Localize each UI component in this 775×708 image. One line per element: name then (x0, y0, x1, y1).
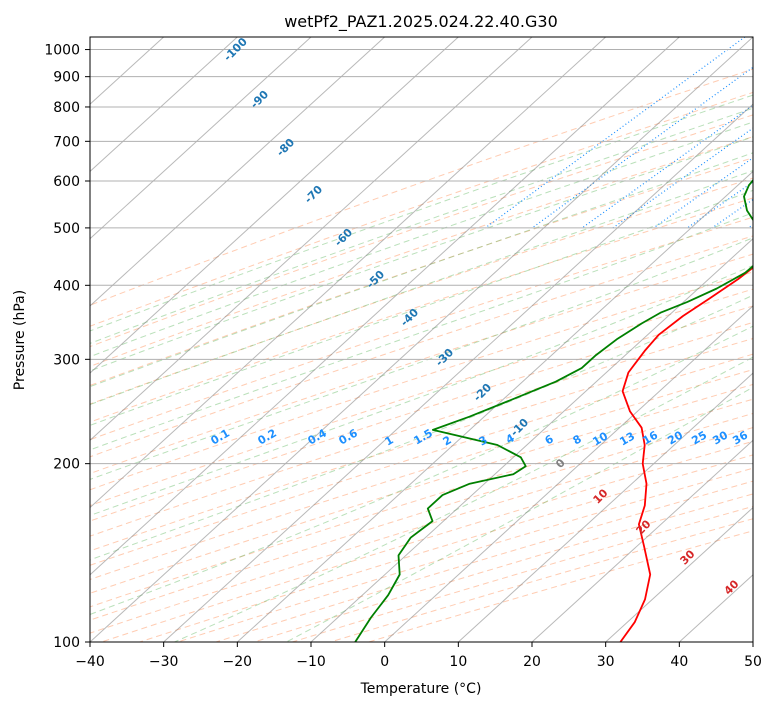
temperature-profile-line (619, 266, 753, 642)
x-tick-label: 50 (744, 654, 762, 670)
dry-adiabat-line (90, 216, 753, 441)
isotherm-line (90, 37, 312, 240)
x-tick-label: 40 (670, 654, 688, 670)
x-tick-label: 20 (523, 654, 541, 670)
y-tick-label: 1000 (44, 43, 80, 59)
y-tick-label: 800 (53, 100, 80, 116)
isotherm-line (457, 372, 753, 642)
x-tick-label: 0 (380, 654, 389, 670)
y-tick-label: 400 (53, 278, 80, 294)
y-tick-label: 700 (53, 134, 80, 150)
dry-adiabat-line (90, 114, 753, 348)
dry-adiabat-line (90, 369, 753, 580)
isotherm-line (236, 170, 753, 642)
dry-adiabat-line (90, 353, 753, 566)
x-tick-label: −40 (75, 654, 105, 670)
y-tick-label: 100 (53, 635, 80, 651)
isotherm-line (384, 305, 753, 642)
y-tick-label: 900 (53, 70, 80, 86)
isotherm-line (90, 37, 459, 374)
y-axis-label: Pressure (hPa) (12, 290, 28, 390)
chart-title: wetPf2_PAZ1.2025.024.22.40.G30 (284, 12, 558, 32)
isotherm-line (90, 37, 607, 509)
x-tick-label: 10 (449, 654, 467, 670)
y-tick-label: 200 (53, 457, 80, 473)
y-tick-label: 300 (53, 352, 80, 368)
dry-adiabat-line (90, 91, 753, 327)
dry-adiabat-line (90, 68, 753, 306)
moist-adiabat-line (90, 264, 753, 517)
x-axis: −40 −30 −20 −10 0 10 20 30 40 50 (75, 642, 762, 670)
moist-adiabat-line (90, 121, 753, 358)
mixing-ratio-line (531, 66, 753, 229)
moist-adiabat-line (90, 136, 753, 372)
isotherm-line (90, 37, 238, 173)
y-axis: 100 200 300 400 500 600 700 800 900 1000 (44, 43, 90, 651)
series-lines (354, 178, 753, 642)
moist-adiabat-line (90, 152, 753, 388)
dry-adiabat-line (90, 321, 753, 537)
isotherm-line (90, 37, 386, 307)
dry-adiabat-line (90, 177, 753, 405)
x-axis-label: Temperature (°C) (360, 681, 482, 697)
isotherm-line (90, 37, 680, 576)
x-tick-label: −30 (149, 654, 179, 670)
plot-frame (89, 36, 754, 643)
x-tick-label: −20 (223, 654, 253, 670)
x-tick-label: −10 (296, 654, 326, 670)
moist-adiabat-line (90, 294, 753, 561)
isotherm-line (163, 103, 753, 642)
y-tick-label: 500 (53, 221, 80, 237)
isotherm-line (310, 237, 753, 642)
isotherm-line (90, 37, 533, 442)
y-tick-label: 600 (53, 174, 80, 190)
moist-adiabat-line (90, 212, 753, 451)
x-tick-label: 30 (597, 654, 615, 670)
mixing-ratio-line (484, 37, 746, 229)
isotherm-line (90, 37, 753, 642)
dewpoint-profile-line (354, 178, 753, 642)
isotherm-line (605, 506, 753, 642)
dry-adiabat-line (90, 305, 753, 522)
